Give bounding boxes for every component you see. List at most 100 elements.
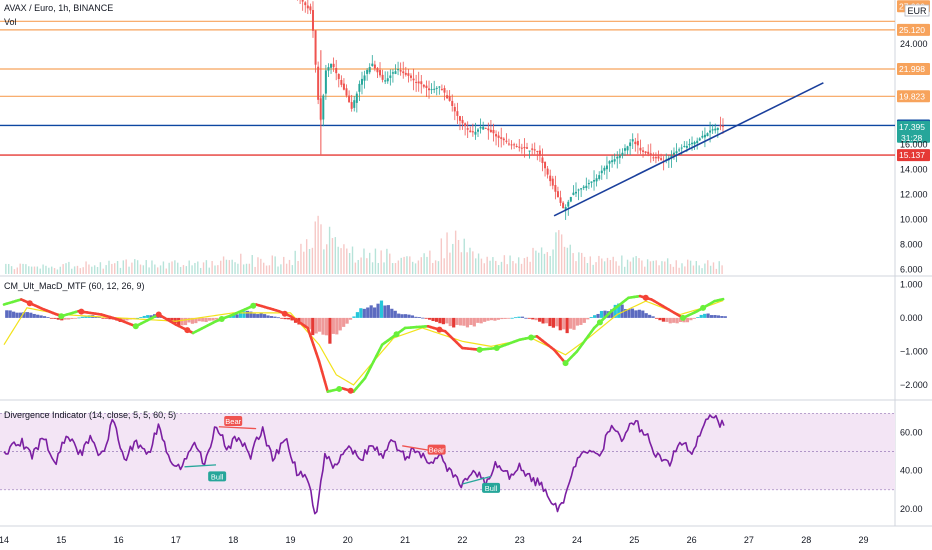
- price-level-badge: [897, 23, 930, 36]
- volume-bar: [148, 267, 150, 274]
- macd-histogram-bar: [703, 313, 707, 318]
- candle-body: [402, 71, 405, 74]
- macd-histogram-bar: [421, 317, 425, 319]
- macd-histogram-bar: [108, 317, 112, 320]
- macd-histogram-bar: [139, 317, 143, 318]
- volume-bar: [429, 250, 431, 274]
- divergence-pane[interactable]: Bull Bear Bear Bull: [0, 412, 895, 515]
- macd-histogram-bar: [53, 317, 57, 319]
- candle-body: [471, 131, 474, 133]
- volume-bar: [165, 268, 167, 274]
- volume-bar: [411, 261, 414, 274]
- macd-histogram-bar: [204, 317, 208, 322]
- macd-histogram-bar: [486, 317, 490, 321]
- volume-bar: [583, 256, 586, 274]
- divergence-line: [218, 426, 257, 430]
- candle-body: [603, 167, 606, 171]
- volume-bar: [383, 262, 385, 274]
- volume-bar: [357, 259, 359, 274]
- candle-body: [505, 140, 508, 142]
- macd-histogram-bar: [593, 315, 597, 318]
- macd-histogram-bar: [555, 317, 559, 327]
- volume-bar: [10, 266, 13, 274]
- candle-body: [533, 149, 536, 151]
- volume-bar: [615, 261, 617, 274]
- macd-histogram-bar: [197, 317, 201, 322]
- volume-bar: [225, 259, 228, 274]
- volume-bar: [25, 264, 27, 274]
- volume-bar: [595, 262, 597, 274]
- candle-body: [324, 70, 327, 94]
- x-tick-label: 25: [629, 535, 639, 545]
- macd-cross-dot: [700, 304, 707, 311]
- candle-body: [368, 67, 371, 73]
- candle-body: [688, 143, 691, 146]
- macd-histogram-bar: [190, 317, 194, 324]
- x-tick-label: 19: [285, 535, 295, 545]
- macd-histogram-bar: [183, 317, 188, 326]
- volume-bar: [33, 266, 36, 274]
- volume-bar: [340, 248, 342, 274]
- candle-body: [654, 157, 657, 159]
- macd-histogram-bar: [678, 317, 683, 322]
- macd-histogram-bar: [465, 317, 470, 328]
- macd-cross-dot: [596, 319, 603, 326]
- macd-histogram-bar: [214, 317, 219, 320]
- price-level-label: 25.120: [899, 25, 925, 35]
- volume-bar: [483, 263, 486, 274]
- candle-body: [590, 181, 593, 183]
- macd-signal-line[interactable]: [3, 299, 724, 386]
- macd-histogram-bar: [252, 313, 256, 318]
- macd-histogram-bar: [565, 317, 569, 334]
- macd-histogram-bar: [630, 308, 635, 318]
- volume-bar: [664, 261, 666, 274]
- volume-bar: [649, 261, 652, 274]
- candle-body: [714, 128, 717, 131]
- macd-histogram-bar: [599, 310, 604, 318]
- volume-bar: [182, 265, 185, 274]
- macd-histogram-bar: [22, 312, 26, 318]
- candle-body: [572, 192, 575, 195]
- candle-body: [564, 207, 567, 211]
- volume-bar: [609, 260, 612, 274]
- macd-histogram-bar: [641, 310, 645, 318]
- candle-body: [394, 71, 397, 74]
- price-level-label: 21.998: [899, 64, 925, 74]
- macd-histogram-bar: [476, 317, 480, 323]
- volume-bar: [704, 263, 706, 274]
- macd-histogram-bar: [39, 315, 43, 318]
- macd-histogram-bar: [524, 317, 528, 319]
- candle-body: [482, 126, 485, 130]
- volume-bar: [391, 263, 394, 274]
- rsi-line[interactable]: [3, 414, 725, 515]
- macd-histogram-bar: [283, 317, 287, 320]
- candle-body: [569, 196, 572, 202]
- macd-histogram-bar: [689, 317, 693, 321]
- price-pane[interactable]: [0, 0, 895, 274]
- macd-histogram-bar: [558, 317, 562, 331]
- macd-pane[interactable]: [2, 294, 727, 394]
- volume-bar: [572, 253, 574, 274]
- candle-body: [469, 130, 472, 133]
- volume-bar: [71, 268, 73, 274]
- candle-body: [330, 63, 333, 68]
- trendline[interactable]: [553, 82, 824, 217]
- symbol-title: AVAX / Euro, 1h, BINANCE: [4, 3, 114, 13]
- x-tick-label: 26: [687, 535, 697, 545]
- volume-bar: [635, 256, 637, 274]
- macd-histogram-bar: [589, 317, 593, 318]
- macd-histogram-bar: [29, 312, 33, 318]
- macd-histogram-bar: [706, 313, 710, 318]
- volume-bar: [380, 250, 382, 274]
- volume-bar: [437, 261, 440, 274]
- volume-bar: [305, 239, 308, 274]
- candle-body: [389, 75, 392, 78]
- macd-histogram-bar: [661, 317, 666, 322]
- candle-body: [373, 64, 376, 69]
- volume-bar: [578, 252, 580, 274]
- candle-body: [544, 161, 547, 169]
- macd-histogram-bar: [235, 314, 239, 318]
- macd-histogram-bar: [259, 313, 263, 318]
- macd-histogram-bar: [510, 317, 514, 319]
